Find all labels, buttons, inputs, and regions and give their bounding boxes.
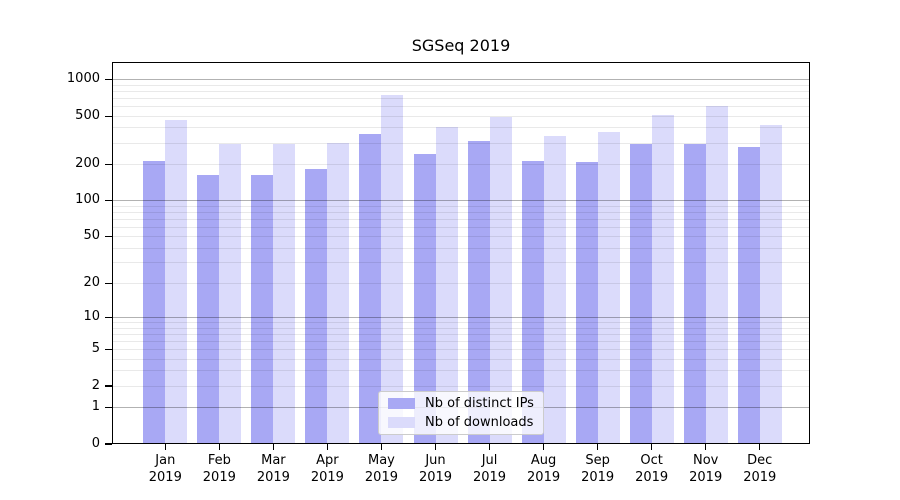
legend-label-distinct-ips: Nb of distinct IPs [425,396,534,411]
legend-swatch-distinct-ips [388,398,415,409]
x-tick [705,444,707,450]
x-tick-label-feb: Feb 2019 [202,453,236,485]
bar-downloads-sep [597,132,620,444]
bar-distinct-ips-mar [251,174,274,444]
x-tick [434,444,437,450]
bar-downloads-jan [165,120,188,444]
legend-swatch-downloads [388,417,415,428]
x-tick-label-oct: Oct 2019 [635,453,669,485]
y-tick-label: 2 [91,377,100,393]
y-tick-label: 0 [91,435,100,451]
x-tick-label-jan: Jan 2019 [148,453,182,485]
bar-downloads-may [381,95,404,444]
bar-distinct-ips-nov [683,143,706,444]
plot-area [112,62,810,444]
bar-downloads-mar [273,143,296,444]
x-tick-label-apr: Apr 2019 [310,453,344,485]
bar-downloads-dec [759,124,782,444]
y-tick-label: 20 [83,274,100,290]
bar-distinct-ips-jun [413,153,436,444]
bar-distinct-ips-feb [197,175,220,444]
bar-distinct-ips-oct [629,143,652,444]
legend-row: Nb of distinct IPs [386,394,536,413]
x-tick [542,444,545,450]
x-tick [218,444,221,450]
legend-row: Nb of downloads [386,413,536,432]
x-tick-label-jun: Jun 2019 [418,453,453,485]
bar-distinct-ips-dec [737,147,760,444]
chart-title: SGSeq 2019 [411,36,511,55]
bar-distinct-ips-sep [575,161,598,444]
x-tick-label-may: May 2019 [364,453,398,485]
y-tick [105,385,112,387]
legend: Nb of distinct IPs Nb of downloads [378,391,544,435]
bar-downloads-oct [651,114,674,444]
bar-distinct-ips-apr [305,169,328,444]
bar-downloads-apr [327,142,350,444]
y-tick [105,316,112,319]
bar-downloads-feb [219,143,242,444]
bar-distinct-ips-may [359,134,382,444]
y-tick [105,282,112,285]
bar-downloads-aug [543,135,566,444]
bar-distinct-ips-jan [143,160,166,444]
bar-downloads-jul [489,116,512,444]
x-tick [164,444,166,450]
x-tick [488,444,491,450]
y-tick [105,348,112,351]
bars-layer [112,62,810,444]
y-tick [105,235,112,238]
y-tick-label: 5 [91,341,100,357]
bar-distinct-ips-aug [521,160,544,444]
x-tick-label-nov: Nov 2019 [689,453,723,485]
x-tick-label-sep: Sep 2019 [581,453,615,485]
bar-distinct-ips-jul [467,140,490,444]
bar-downloads-nov [705,105,728,444]
y-tick-label: 1 [91,398,100,414]
x-tick [759,444,761,450]
x-tick-label-aug: Aug 2019 [527,453,561,485]
x-tick [650,444,653,450]
legend-label-downloads: Nb of downloads [425,415,534,430]
y-tick-label: 10 [83,309,100,325]
x-tick-label-mar: Mar 2019 [256,453,290,485]
y-tick [105,443,112,445]
y-tick-label: 100 [75,192,100,208]
y-tick [105,199,112,202]
x-tick-label-dec: Dec 2019 [743,453,777,485]
x-tick [596,444,599,450]
x-tick-label-jul: Jul 2019 [472,453,507,485]
y-tick [105,79,112,81]
x-tick [380,444,383,450]
y-tick-label: 50 [83,228,100,244]
y-tick [105,406,112,409]
y-tick [105,115,112,117]
x-tick [326,444,329,450]
bar-downloads-jun [435,127,458,444]
y-tick-label: 500 [75,107,100,123]
y-tick [105,163,112,166]
x-tick [272,444,275,450]
y-tick-label: 1000 [66,71,100,87]
y-tick-label: 200 [75,155,100,171]
